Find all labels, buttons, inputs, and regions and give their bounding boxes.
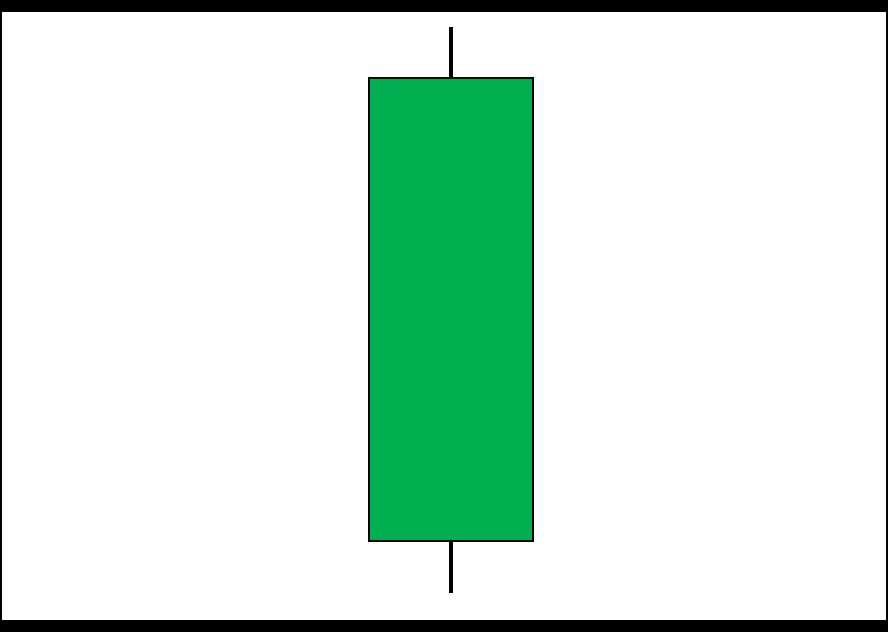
- diagram-canvas: [2, 12, 886, 620]
- candle-body: [368, 77, 534, 542]
- candlestick-svg: [368, 27, 534, 593]
